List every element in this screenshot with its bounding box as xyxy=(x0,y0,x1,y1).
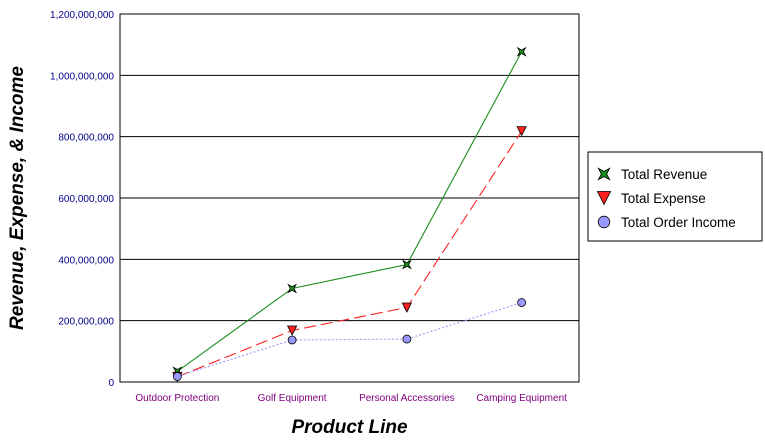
legend-item: Total Expense xyxy=(596,191,706,206)
gridlines xyxy=(120,74,579,322)
data-point xyxy=(286,325,298,336)
y-axis-title: Revenue, Expense, & Income xyxy=(7,66,28,330)
y-tick-label: 600,000,000 xyxy=(58,194,114,205)
x-tick-label: Golf Equipment xyxy=(258,393,327,404)
legend-marker xyxy=(597,167,611,181)
legend-marker xyxy=(597,215,611,229)
data-point xyxy=(516,46,527,57)
x-tick-label: Camping Equipment xyxy=(476,393,567,404)
data-point xyxy=(516,126,527,137)
x-axis-ticks: Outdoor Protection Golf Equipment Personal… xyxy=(135,393,567,404)
series-total-expense xyxy=(172,126,527,383)
series-total-revenue xyxy=(172,46,527,377)
legend-marker xyxy=(596,191,612,206)
series-line xyxy=(177,302,522,378)
legend-item: Total Order Income xyxy=(597,215,736,230)
data-point xyxy=(402,334,412,344)
x-tick-label: Outdoor Protection xyxy=(135,393,219,404)
data-point xyxy=(517,298,527,307)
y-tick-label: 400,000,000 xyxy=(58,255,114,266)
y-axis-ticks: 0 200,000,000 400,000,000 600,000,000 800,00… xyxy=(50,10,114,389)
x-tick-label: Personal Accessories xyxy=(359,393,455,404)
legend: Total Revenue Total Expense Total Order In… xyxy=(587,151,763,242)
y-tick-label: 800,000,000 xyxy=(58,133,114,144)
y-tick-label: 1,000,000,000 xyxy=(50,71,114,82)
series-total-order-income xyxy=(172,298,527,381)
legend-label: Total Revenue xyxy=(621,167,707,182)
series xyxy=(172,46,527,383)
data-point xyxy=(287,335,297,345)
y-tick-label: 1,200,000,000 xyxy=(50,10,114,21)
plot-area xyxy=(119,13,580,383)
y-tick-label: 200,000,000 xyxy=(58,317,114,328)
x-axis-title: Product Line xyxy=(291,417,408,438)
data-point xyxy=(172,372,182,381)
legend-box xyxy=(587,151,763,242)
series-line xyxy=(177,130,523,378)
data-point xyxy=(401,302,413,313)
legend-label: Total Order Income xyxy=(621,215,736,230)
legend-label: Total Expense xyxy=(621,191,706,206)
data-point xyxy=(287,283,297,294)
data-point xyxy=(402,259,412,270)
y-tick-label: 0 xyxy=(108,378,114,389)
series-line xyxy=(177,51,523,372)
legend-item: Total Revenue xyxy=(597,167,707,182)
